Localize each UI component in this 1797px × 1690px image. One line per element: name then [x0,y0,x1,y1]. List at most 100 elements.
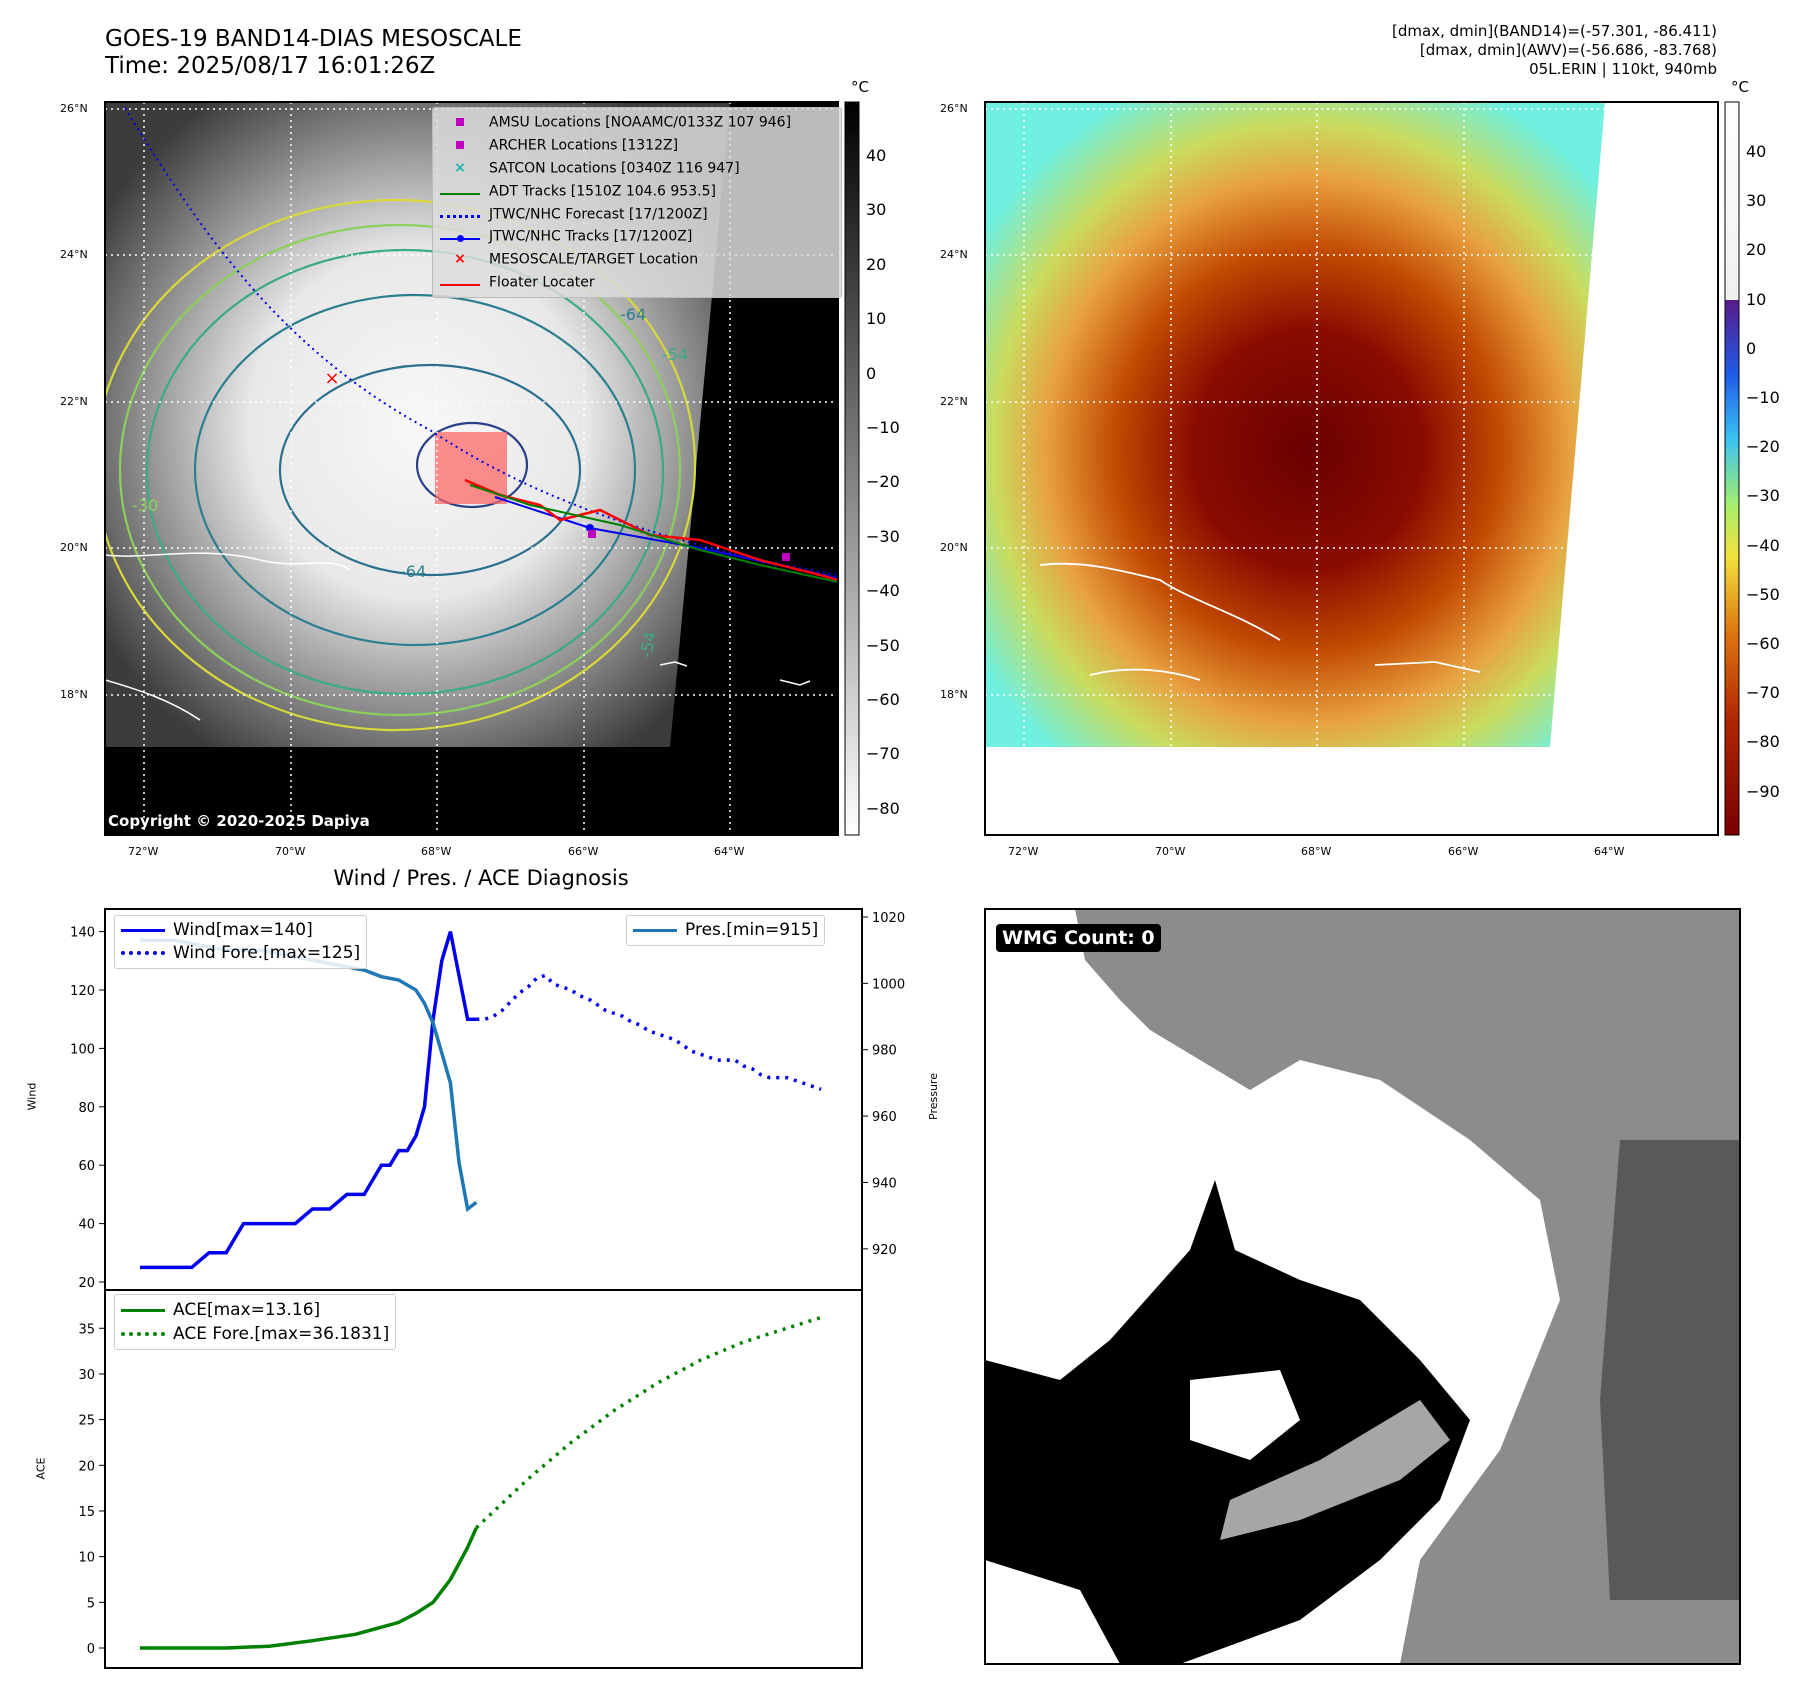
series-line [140,1527,478,1650]
legend-label: MESOSCALE/TARGET Location [489,251,699,268]
colorbar-tick: −20 [1746,437,1780,457]
colorbar-tick: −70 [1746,683,1780,703]
colorbar-tick: 30 [866,200,887,220]
y-tick-label: 0 [87,1642,95,1657]
ace-legend-label: ACE[max=13.16] [173,1300,321,1320]
colorbar-tick: −40 [1746,535,1780,555]
lon-label: 70°W [275,845,306,858]
colorbar-tick: 0 [1746,338,1757,358]
y-tick-label: 140 [70,926,95,941]
colorbar-tick: −60 [1746,634,1780,653]
lon-label: 64°W [714,845,745,858]
y-right-tick-label: 1020 [872,911,905,926]
pressure-legend-label: Pres.[min=915] [685,920,819,940]
lon-label: 72°W [128,845,159,858]
contour-label: -64 [620,305,647,324]
diagnosis-title: Wind / Pres. / ACE Diagnosis [333,866,629,890]
legend-item: × SATCON Locations [0340Z 116 947] [439,157,835,180]
colorbar-tick: 10 [1746,289,1767,309]
lon-label: 64°W [1594,845,1625,858]
colorbar-tick: 30 [1746,191,1767,211]
lat-label: 20°N [60,541,88,554]
y-tick-label: 15 [78,1505,95,1520]
colorbar-tick: −80 [1746,732,1780,752]
pressure-axis-label: Pressure [926,1073,940,1120]
storm-info: 05L.ERIN | 110kt, 940mb [1529,60,1717,78]
legend-marker [439,134,481,157]
left-colorbar-unit: °C [851,78,869,96]
legend-item: JTWC/NHC Tracks [17/1200Z] [439,225,835,248]
wmg-count-badge: WMG Count: 0 [996,924,1161,952]
colorbar-tick: −50 [1746,584,1780,604]
legend-item: JTWC/NHC Forecast [17/1200Z] [439,203,835,226]
wind-legend-swatch [121,928,165,932]
colorbar-tick: −80 [866,798,900,818]
y-tick-label: 100 [70,1042,95,1057]
map-legend: AMSU Locations [NOAAMC/0133Z 107 946] ARC… [432,107,842,299]
lon-label: 68°W [1301,845,1332,858]
legend-item: ADT Tracks [1510Z 104.6 953.5] [439,180,835,203]
lon-label: 66°W [568,845,599,858]
series-line [140,938,478,1213]
legend-item: Floater Locater [439,271,835,294]
legend-item: × MESOSCALE/TARGET Location [439,248,835,271]
lat-label: 22°N [940,395,968,408]
legend-label: JTWC/NHC Forecast [17/1200Z] [489,205,708,222]
lon-label: 66°W [1448,845,1479,858]
lat-label: 24°N [60,248,88,261]
series-line [475,1315,822,1530]
colorbar-tick: −30 [1746,486,1780,506]
y-right-tick-label: 1000 [872,977,905,992]
wind-fore-legend-swatch [121,951,165,955]
lon-label: 70°W [1155,845,1186,858]
ace-fore-legend-label: ACE Fore.[max=36.1831] [173,1324,390,1344]
contour-label: -54 [662,345,689,364]
wind-legend-label: Wind[max=140] [173,920,313,940]
colorbar-tick: −20 [866,472,900,492]
colorbar-tick: −60 [866,690,900,709]
colorbar-tick: 20 [866,254,887,274]
colorbar-tick: −50 [866,635,900,655]
colorbar-tick: 40 [866,146,887,165]
colorbar-tick: 0 [866,363,877,383]
colorbar-tick: −30 [866,526,900,546]
colorbar-tick: 20 [1746,240,1767,260]
right-colorbar-unit: °C [1731,78,1749,96]
legend-marker: × [454,159,466,176]
figure-title: GOES-19 BAND14-DIAS MESOSCALE Time: 2025… [105,26,522,80]
wind-legend: Wind[max=140] Wind Fore.[max=125] [114,915,368,969]
y-tick-label: 35 [78,1322,95,1337]
awv-range: [dmax, dmin](AWV)=(-56.686, -83.768) [1419,41,1717,59]
ace-legend: ACE[max=13.16] ACE Fore.[max=36.1831] [114,1294,397,1350]
series-line [140,931,477,1270]
legend-marker [439,225,481,248]
wind-axis-label: Wind [25,1082,39,1111]
legend-marker: × [454,251,466,268]
legend-item: ARCHER Locations [1312Z] [439,134,835,157]
lat-label: 26°N [940,102,968,115]
figure-title-line1: GOES-19 BAND14-DIAS MESOSCALE [105,26,522,52]
y-tick-label: 5 [87,1596,95,1611]
ace-axis-label: ACE [34,1457,48,1480]
wind-fore-legend-label: Wind Fore.[max=125] [173,943,361,963]
y-tick-label: 20 [78,1459,95,1474]
y-tick-label: 40 [78,1218,95,1233]
figure-title-time: Time: 2025/08/17 16:01:26Z [105,53,436,79]
lon-label: 68°W [421,845,452,858]
figure-stats: [dmax, dmin](BAND14)=(-57.301, -86.411) … [1392,22,1717,79]
contour-label: -30 [132,496,159,515]
colorbar-tick: −10 [866,418,900,437]
colorbar-tick: −90 [1746,781,1780,801]
colorbar-tick: −70 [866,744,900,764]
legend-marker [439,271,481,294]
copyright-label: Copyright © 2020-2025 Dapiya [108,812,370,830]
y-right-tick-label: 960 [872,1110,897,1125]
legend-label: AMSU Locations [NOAAMC/0133Z 107 946] [489,114,792,131]
series-line [476,973,822,1091]
pressure-legend-swatch [633,928,677,932]
ace-fore-legend-swatch [121,1332,165,1336]
y-tick-label: 10 [78,1551,95,1566]
legend-label: SATCON Locations [0340Z 116 947] [489,160,740,177]
lat-label: 18°N [940,688,968,701]
